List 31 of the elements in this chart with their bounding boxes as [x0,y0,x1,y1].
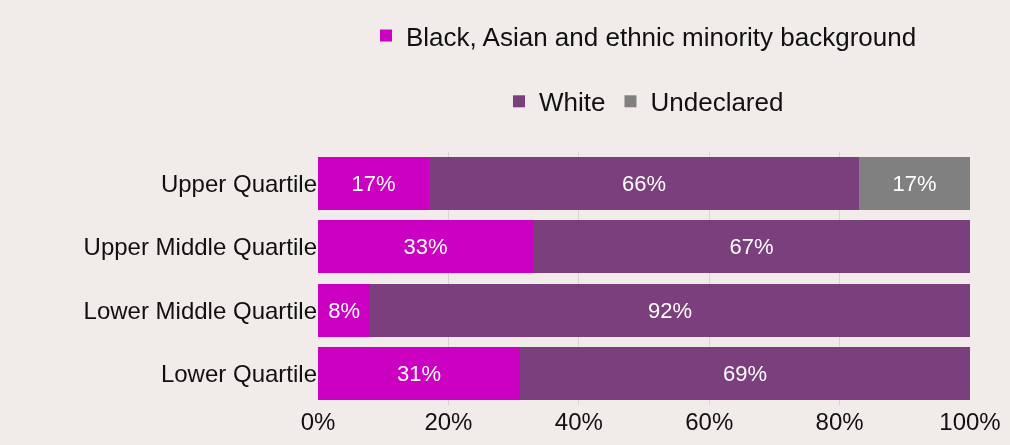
data-label: 8% [328,297,360,323]
x-tick-label: 100% [939,408,1001,435]
legend-label: Black, Asian and ethnic minority background [406,21,917,52]
data-label: 92% [648,297,693,323]
x-tick-label: 60% [685,408,734,435]
bar [318,157,429,211]
y-tick-label: Upper Quartile [160,170,317,198]
bar [428,157,860,211]
data-label: 17% [892,171,937,197]
bar [318,283,371,337]
bar [318,220,534,274]
y-tick-label: Lower Quartile [160,359,317,387]
y-tick-label: Upper Middle Quartile [83,233,317,261]
legend-label: White [539,87,606,118]
y-tick-label: Lower Middle Quartile [83,296,317,324]
bar [370,283,970,337]
bar [318,346,521,400]
data-label: 66% [621,171,667,197]
legend-label: Undeclared [650,87,784,118]
bar [859,157,970,211]
x-tick-label: 20% [424,408,473,435]
x-tick-label: 40% [554,408,603,435]
data-label: 17% [351,171,396,197]
data-label: 69% [723,360,768,386]
data-label: 31% [397,360,442,386]
bar [520,346,970,400]
data-label: 67% [729,234,774,260]
data-label: 33% [403,234,448,260]
bar [533,220,970,274]
x-tick-label: 80% [815,408,864,435]
x-tick-label: 0% [300,408,336,435]
